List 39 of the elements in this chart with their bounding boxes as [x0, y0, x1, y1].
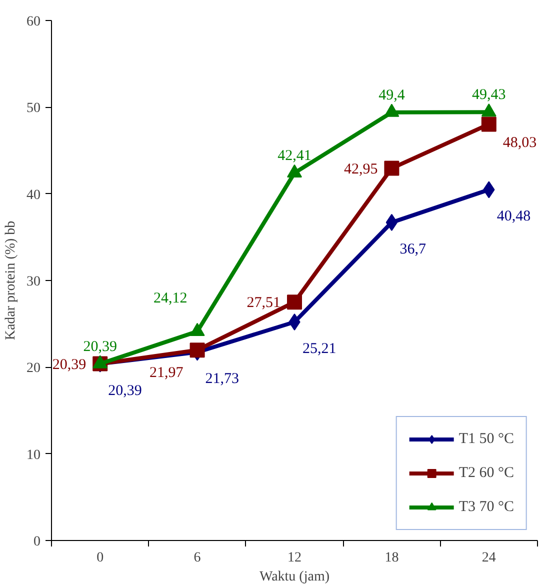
point [384, 104, 400, 117]
data-label: 40,48 [496, 208, 531, 225]
y-tick-label: 50 [26, 101, 40, 116]
data-label: 42,41 [278, 148, 312, 164]
legend-label: T2 60 °C [458, 464, 514, 482]
data-label: 20,39 [83, 338, 117, 355]
data-label: 20,39 [108, 382, 142, 399]
data-label: 27,51 [246, 295, 280, 312]
x-tick-label: 6 [194, 550, 201, 566]
data-label: 21,97 [150, 365, 184, 382]
point [384, 160, 400, 176]
x-tick-label: 24 [482, 550, 496, 566]
x-axis-title: Waktu (jam) [259, 570, 330, 584]
x-tick-label: 18 [384, 550, 399, 566]
data-label: 21,73 [205, 371, 240, 388]
data-label: 49,4 [378, 87, 406, 104]
y-tick-label: 10 [26, 448, 40, 463]
data-label: 49,43 [472, 87, 506, 104]
x-tick-label: 0 [96, 550, 104, 566]
x-tick-label: 12 [288, 550, 302, 566]
y-tick-label: 30 [26, 274, 40, 290]
legend-label: T3 70 °C [458, 498, 514, 516]
y-tick-label: 60 [26, 14, 40, 30]
y-axis-title: Kadar protein (%) bb [4, 220, 18, 340]
point [190, 342, 205, 358]
y-tick-label: 0 [34, 534, 40, 550]
y-tick-label: 20 [26, 361, 40, 376]
point [481, 104, 496, 117]
legend-label: T1 50 °C [458, 430, 514, 448]
data-label: 20,39 [52, 356, 86, 373]
data-label: 25,21 [302, 341, 336, 358]
data-label: 42,95 [344, 161, 378, 178]
data-label: 48,03 [502, 135, 537, 152]
point [481, 116, 496, 132]
data-label: 36,7 [400, 241, 426, 258]
data-label: 24,12 [154, 290, 188, 306]
point [287, 294, 302, 310]
y-tick-label: 40 [26, 188, 40, 203]
point [386, 214, 398, 231]
